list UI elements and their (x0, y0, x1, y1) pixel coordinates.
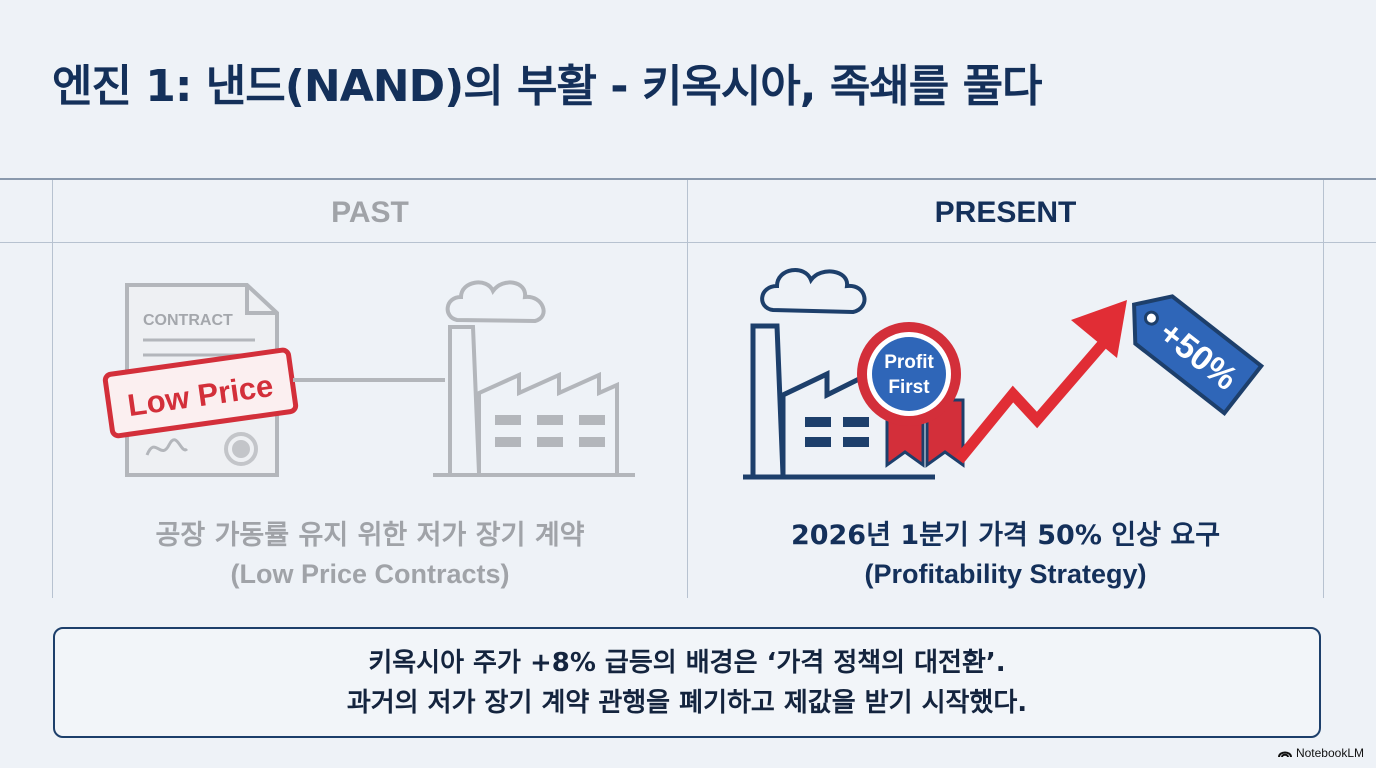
smoke-icon (760, 268, 867, 315)
table-center-divider (687, 180, 688, 598)
table-right-border (1323, 180, 1324, 598)
summary-line2: 과거의 저가 장기 계약 관행을 폐기하고 제값을 받기 시작했다. (346, 687, 1028, 718)
slide-title: 엔진 1: 낸드(NAND)의 부활 - 키옥시아, 족쇄를 풀다 (52, 61, 1043, 112)
summary-box: 키옥시아 주가 +8% 급등의 배경은 ‘가격 정책의 대전환’. 과거의 저가… (53, 627, 1321, 738)
badge-line1: Profit (884, 352, 934, 373)
notebooklm-logo-icon (1277, 751, 1292, 758)
ribbon-badge-icon (857, 322, 965, 468)
present-column-header: PRESENT (934, 196, 1077, 229)
contract-document-label: CONTRACT (143, 312, 233, 329)
badge-line2: First (888, 377, 930, 398)
notebooklm-label: NotebookLM (1295, 746, 1364, 760)
summary-line1: 키옥시아 주가 +8% 급등의 배경은 ‘가격 정책의 대전환’. (368, 647, 1006, 678)
low-price-stamp: Low Price (102, 347, 299, 439)
past-caption: 공장 가동률 유지 위한 저가 장기 계약 (Low Price Contrac… (53, 517, 687, 593)
price-tag-icon: +50% (1132, 294, 1265, 416)
past-illustration: CONTRACT Low Price (95, 265, 655, 495)
seal-icon (224, 432, 258, 466)
factory-icon (433, 325, 635, 477)
past-caption-line1: 공장 가동률 유지 위한 저가 장기 계약 (155, 520, 585, 551)
rising-arrow-icon (954, 300, 1127, 464)
present-illustration: Profit First +50% (735, 260, 1295, 490)
notebooklm-brand: NotebookLM (1277, 746, 1364, 760)
present-caption-line2: (Profitability Strategy) (864, 559, 1147, 589)
table-left-border (52, 180, 53, 598)
past-column-header: PAST (331, 196, 409, 229)
past-caption-line2: (Low Price Contracts) (230, 559, 510, 589)
present-caption-line1: 2026년 1분기 가격 50% 인상 요구 (790, 520, 1221, 551)
table-top-border (0, 178, 1376, 180)
smoke-icon (445, 280, 546, 324)
table-header-divider (0, 242, 1376, 243)
present-caption: 2026년 1분기 가격 50% 인상 요구 (Profitability St… (688, 517, 1323, 593)
